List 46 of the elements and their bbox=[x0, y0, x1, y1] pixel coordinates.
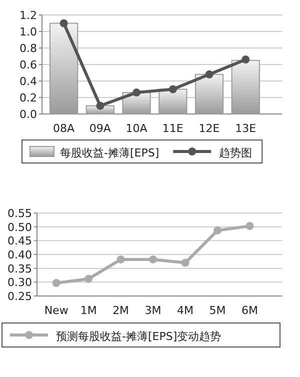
x-tick-label: New bbox=[44, 304, 68, 317]
x-tick-label: 6M bbox=[242, 304, 258, 317]
y-tick-label: 1.2 bbox=[20, 9, 37, 22]
bar bbox=[158, 88, 188, 114]
y-tick-label: 0.8 bbox=[20, 42, 37, 55]
x-tick-label: 12E bbox=[198, 122, 220, 135]
point bbox=[242, 56, 250, 64]
y-tick-label: 0.45 bbox=[8, 234, 32, 248]
point bbox=[132, 88, 141, 97]
x-tick-label: 4M bbox=[177, 304, 194, 317]
y-tick-label: 0.50 bbox=[8, 220, 32, 234]
x-tick-label: 2M bbox=[112, 304, 130, 317]
x-tick-label: 1M bbox=[80, 304, 97, 317]
legend-label: 预测每股收益-摊薄[EPS]变动趋势 bbox=[56, 330, 222, 343]
point bbox=[181, 258, 190, 267]
point bbox=[84, 274, 93, 283]
point bbox=[60, 19, 68, 28]
point bbox=[168, 85, 177, 94]
x-tick-label: 10A bbox=[126, 122, 148, 135]
x-tick-label: 11E bbox=[162, 122, 184, 135]
y-tick-label: 1.0 bbox=[20, 26, 37, 38]
point bbox=[116, 255, 125, 264]
y-tick-label: 0.0 bbox=[20, 108, 37, 121]
point bbox=[246, 222, 254, 230]
y-tick-label: 0.6 bbox=[20, 58, 37, 72]
point bbox=[214, 226, 222, 234]
y-tick-label: 0.40 bbox=[8, 248, 32, 262]
y-tick-label: 0.25 bbox=[8, 290, 32, 303]
y-tick-label: 0.2 bbox=[20, 92, 37, 104]
point bbox=[52, 278, 60, 287]
y-tick-label: 0.55 bbox=[8, 207, 32, 220]
point bbox=[149, 255, 158, 264]
x-tick-label: 5M bbox=[209, 304, 226, 317]
point bbox=[205, 70, 214, 78]
x-tick-label: 08A bbox=[53, 122, 76, 135]
x-tick-label: 13E bbox=[235, 122, 256, 135]
bar bbox=[50, 22, 78, 114]
x-tick-label: 09A bbox=[89, 122, 112, 135]
bar bbox=[231, 60, 260, 114]
y-tick-label: 0.30 bbox=[8, 276, 32, 290]
bar bbox=[194, 74, 224, 114]
legend-label: 趋势图 bbox=[219, 146, 252, 160]
y-tick-label: 0.35 bbox=[8, 262, 32, 276]
x-tick-label: 3M bbox=[144, 304, 162, 317]
legend-label: 每股收益-摊薄[EPS] bbox=[60, 146, 160, 160]
y-tick-label: 0.4 bbox=[20, 75, 37, 88]
